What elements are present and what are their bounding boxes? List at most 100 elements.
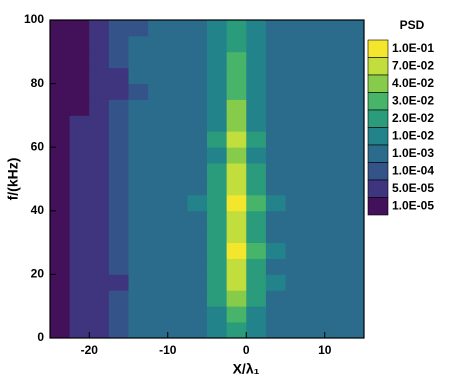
contour-cell [207, 226, 228, 243]
contour-cell [69, 258, 90, 275]
contour-cell [128, 51, 149, 69]
contour-cell [265, 179, 286, 196]
contour-cell [305, 83, 326, 100]
colorbar-label: 1.0E-02 [392, 128, 434, 142]
contour-cell [285, 83, 306, 100]
contour-cell [108, 163, 129, 180]
contour-cell [207, 306, 228, 323]
contour-cell [187, 67, 208, 84]
contour-cell [344, 20, 365, 37]
contour-cell [167, 67, 188, 84]
contour-cell [50, 322, 71, 339]
contour-cell [108, 194, 129, 212]
contour-cell [246, 163, 267, 180]
contour-cell [226, 115, 247, 132]
x-tick-label: -20 [81, 343, 99, 357]
contour-cell [148, 115, 169, 132]
contour-cell [69, 226, 90, 243]
contour-cell [148, 290, 169, 307]
contour-cell [305, 290, 326, 307]
contour-cell [108, 226, 129, 243]
contour-field [50, 20, 365, 339]
contour-cell [167, 306, 188, 323]
contour-cell [324, 290, 345, 307]
colorbar-swatch [367, 92, 389, 111]
contour-cell [128, 115, 149, 132]
contour-cell [207, 322, 228, 339]
contour-cell [285, 210, 306, 228]
legend-title: PSD [400, 18, 425, 32]
contour-cell [128, 20, 149, 37]
contour-cell [246, 83, 267, 100]
contour-cell [246, 274, 267, 291]
contour-cell [344, 179, 365, 196]
contour-cell [69, 274, 90, 291]
contour-cell [226, 290, 247, 307]
contour-cell [285, 194, 306, 212]
contour-cell [265, 322, 286, 339]
contour-cell [246, 194, 267, 212]
contour-cell [305, 258, 326, 275]
y-tick-label: 40 [31, 203, 45, 217]
contour-cell [207, 51, 228, 69]
contour-cell [69, 83, 90, 100]
contour-cell [187, 226, 208, 243]
contour-cell [226, 67, 247, 84]
contour-cell [69, 147, 90, 164]
contour-cell [128, 322, 149, 339]
contour-cell [305, 322, 326, 339]
contour-cell [226, 194, 247, 212]
contour-cell [344, 226, 365, 243]
contour-cell [187, 258, 208, 275]
contour-cell [305, 226, 326, 243]
contour-cell [50, 115, 71, 132]
contour-cell [324, 194, 345, 212]
contour-cell [305, 242, 326, 259]
contour-cell [69, 290, 90, 307]
contour-cell [69, 242, 90, 259]
contour-cell [246, 290, 267, 307]
contour-cell [108, 274, 129, 291]
contour-cell [50, 194, 71, 212]
contour-cell [344, 131, 365, 148]
contour-cell [344, 83, 365, 100]
colorbar-label: 3.0E-02 [392, 93, 434, 107]
contour-cell [50, 35, 71, 53]
contour-cell [226, 131, 247, 148]
contour-cell [265, 115, 286, 132]
contour-cell [128, 274, 149, 291]
contour-cell [148, 131, 169, 148]
contour-cell [148, 35, 169, 53]
contour-cell [128, 194, 149, 212]
contour-cell [285, 242, 306, 259]
contour-cell [148, 226, 169, 243]
contour-cell [226, 210, 247, 228]
contour-cell [305, 179, 326, 196]
contour-cell [246, 115, 267, 132]
contour-cell [167, 163, 188, 180]
contour-cell [108, 210, 129, 228]
contour-cell [187, 274, 208, 291]
colorbar-label: 1.0E-05 [392, 198, 434, 212]
contour-cell [50, 226, 71, 243]
contour-cell [226, 274, 247, 291]
colorbar-swatch [367, 109, 389, 128]
contour-cell [50, 99, 71, 116]
contour-cell [89, 242, 110, 259]
contour-cell [344, 194, 365, 212]
contour-cell [285, 131, 306, 148]
contour-cell [207, 179, 228, 196]
contour-cell [89, 99, 110, 116]
contour-cell [128, 131, 149, 148]
contour-cell [324, 83, 345, 100]
contour-cell [50, 179, 71, 196]
contour-cell [344, 258, 365, 275]
contour-cell [148, 20, 169, 37]
contour-cell [89, 131, 110, 148]
y-axis-label: f/(kHz) [5, 158, 21, 201]
contour-cell [265, 194, 286, 212]
colorbar-swatch [367, 74, 389, 93]
contour-cell [305, 115, 326, 132]
contour-cell [305, 210, 326, 228]
contour-cell [207, 131, 228, 148]
